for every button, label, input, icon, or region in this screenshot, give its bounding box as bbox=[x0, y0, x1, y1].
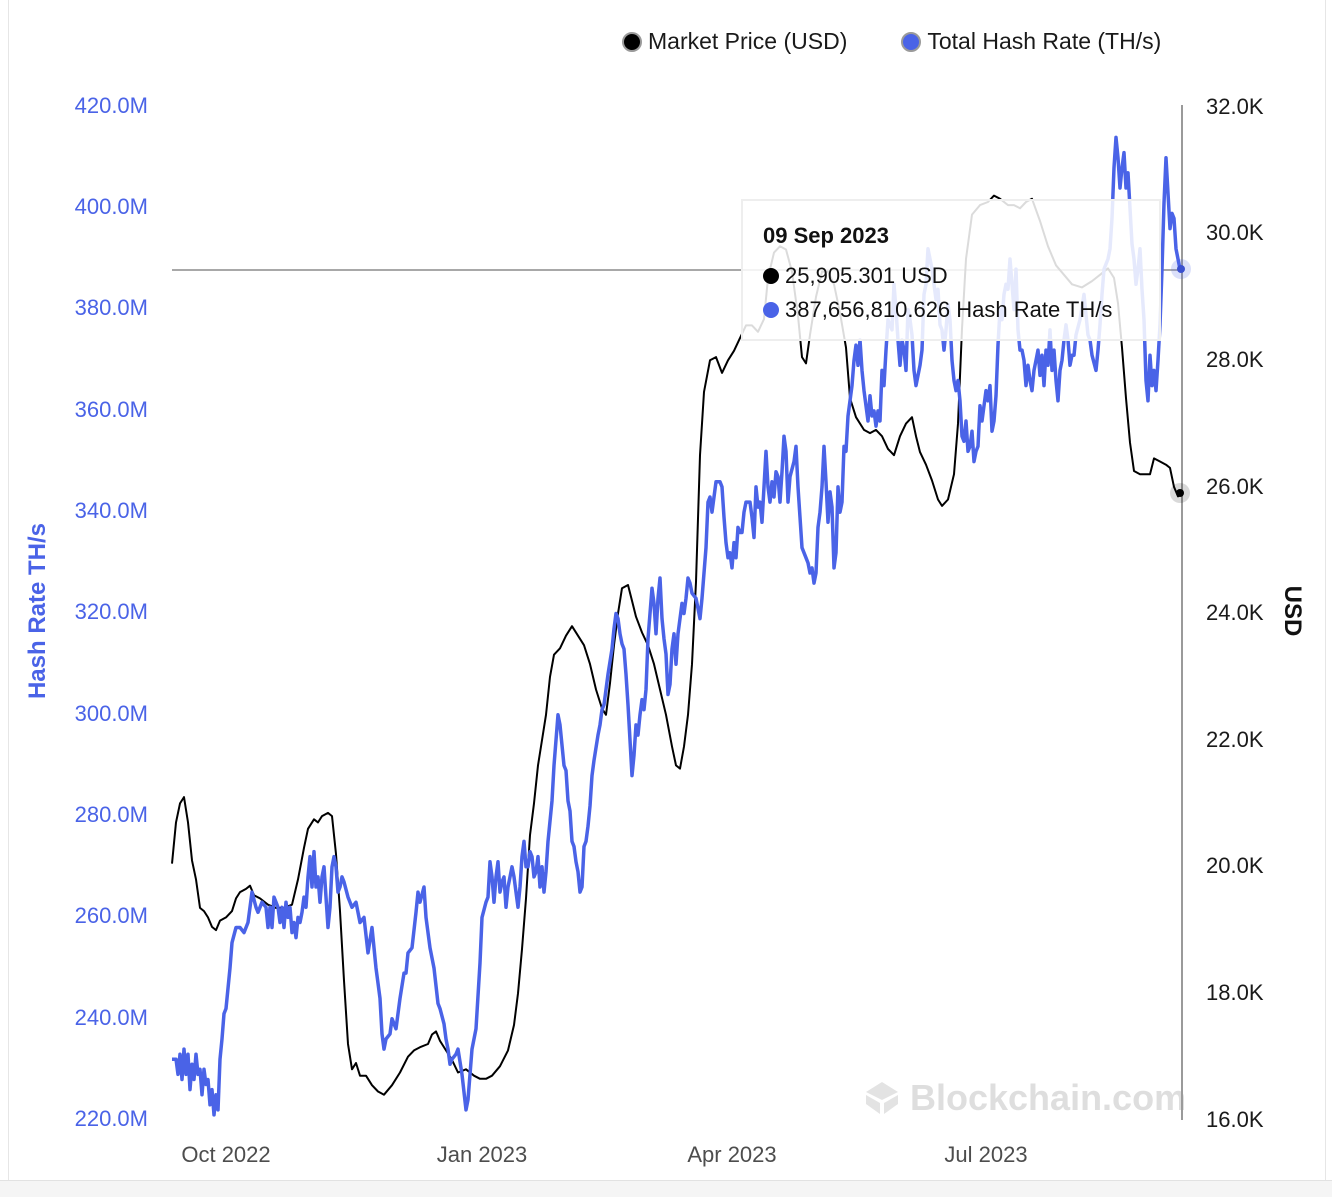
y-left-tick: 380.0M bbox=[74, 295, 148, 320]
y-left-tick: 300.0M bbox=[74, 701, 148, 726]
footer-strip bbox=[0, 1180, 1332, 1197]
tooltip-hash-row: 387,656,810.626 Hash Rate TH/s bbox=[763, 297, 1112, 323]
chart-legend: Market Price (USD) Total Hash Rate (TH/s… bbox=[622, 28, 1161, 55]
legend-label: Market Price (USD) bbox=[648, 28, 848, 54]
y-left-tick: 420.0M bbox=[74, 93, 148, 118]
legend-dot-blue-icon bbox=[901, 31, 922, 52]
tooltip-price-value: 25,905.301 USD bbox=[785, 263, 948, 288]
tooltip-price-row: 25,905.301 USD bbox=[763, 263, 948, 289]
y-right-tick: 30.0K bbox=[1206, 220, 1264, 245]
tooltip-date: 09 Sep 2023 bbox=[763, 223, 889, 248]
y-right-tick: 28.0K bbox=[1206, 347, 1264, 372]
y-left-tick: 220.0M bbox=[74, 1106, 148, 1131]
hash-rate-series-line bbox=[172, 135, 1184, 1117]
price-series-line bbox=[171, 194, 1183, 1096]
x-tick: Oct 2022 bbox=[181, 1142, 271, 1167]
blockchain-logo-icon bbox=[866, 1082, 898, 1114]
y-left-tick: 260.0M bbox=[74, 903, 148, 928]
y-left-tick: 360.0M bbox=[74, 397, 148, 422]
blockchain-watermark: Blockchain.com bbox=[864, 1077, 1186, 1119]
legend-item-market-price[interactable]: Market Price (USD) bbox=[622, 28, 847, 55]
y-right-tick: 22.0K bbox=[1206, 727, 1264, 752]
y-left-tick: 320.0M bbox=[74, 599, 148, 624]
legend-label: Total Hash Rate (TH/s) bbox=[927, 28, 1162, 54]
y-left-tick: 340.0M bbox=[74, 498, 148, 523]
legend-item-hash-rate[interactable]: Total Hash Rate (TH/s) bbox=[901, 28, 1161, 55]
x-tick: Apr 2023 bbox=[687, 1142, 777, 1167]
y-right-tick: 24.0K bbox=[1206, 600, 1264, 625]
y-right-tick: 18.0K bbox=[1206, 980, 1264, 1005]
legend-dot-black-icon bbox=[622, 31, 642, 52]
tooltip-hash-value: 387,656,810.626 Hash Rate TH/s bbox=[785, 297, 1113, 322]
x-tick: Jan 2023 bbox=[436, 1142, 528, 1167]
x-tick: Jul 2023 bbox=[944, 1142, 1028, 1167]
y-right-tick: 16.0K bbox=[1206, 1107, 1264, 1132]
y-left-tick: 400.0M bbox=[74, 194, 148, 219]
y-right-tick: 26.0K bbox=[1206, 474, 1264, 499]
y-left-tick: 240.0M bbox=[74, 1005, 148, 1030]
price-hover-point bbox=[1176, 489, 1184, 497]
hash-dot-icon bbox=[763, 302, 779, 318]
y-right-tick: 20.0K bbox=[1206, 853, 1264, 878]
y-left-tick: 280.0M bbox=[74, 802, 148, 827]
watermark-text: Blockchain.com bbox=[910, 1077, 1187, 1118]
hover-tooltip: 09 Sep 2023 25,905.301 USD 387,656,810.6… bbox=[741, 199, 1161, 341]
hash-hover-point bbox=[1177, 265, 1185, 273]
y-right-tick: 32.0K bbox=[1206, 94, 1264, 119]
price-dot-icon bbox=[763, 268, 779, 284]
